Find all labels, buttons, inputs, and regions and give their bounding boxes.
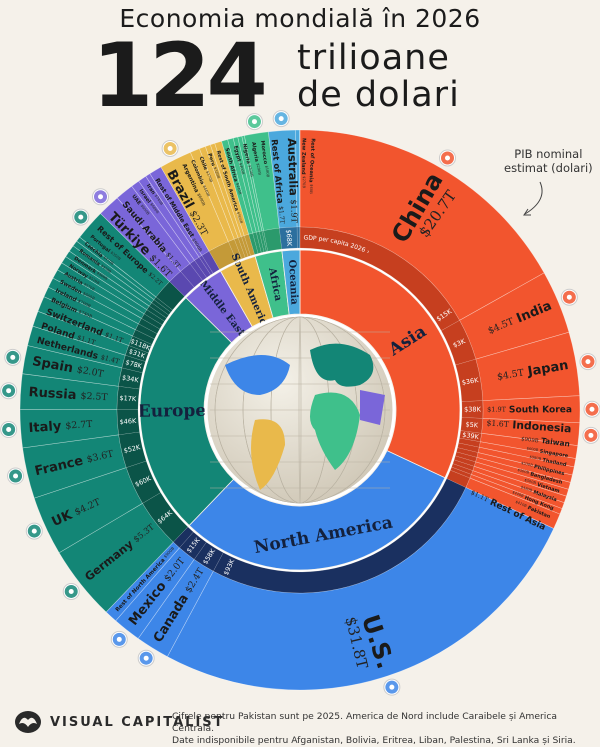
visual-capitalist-logo-icon <box>14 710 42 734</box>
flag-icon <box>384 679 400 695</box>
annotation: PIB nominal estimat (dolari) <box>504 147 593 175</box>
country-value: $2.5T <box>80 390 108 403</box>
country-value: $1.9T <box>289 199 300 223</box>
flag-icon <box>111 631 127 647</box>
continent-label: Europe <box>138 401 207 422</box>
flag-icon <box>246 114 262 130</box>
country-value: $2.7T <box>65 418 93 431</box>
globe-icon <box>206 316 394 504</box>
flag-icon <box>63 583 79 599</box>
flag-icon <box>580 354 596 370</box>
footer: VISUAL CAPITALIST Cifrele pentru Pakista… <box>0 700 600 744</box>
flag-icon <box>26 523 42 539</box>
country-name: New Zealand <box>300 138 307 175</box>
country-name: Russia <box>28 385 77 403</box>
flag-icon <box>138 650 154 666</box>
country-value: $1.6T <box>486 418 510 429</box>
flag-icon <box>561 289 577 305</box>
flag-icon <box>5 349 21 365</box>
flag-icon <box>584 401 600 417</box>
annotation-line1: PIB nominal <box>504 147 593 161</box>
flag-icon <box>273 111 289 127</box>
flag-icon <box>73 209 89 225</box>
per-capita-value: $5K <box>465 420 479 429</box>
footnote-line2: Date indisponibile pentru Afganistan, Bo… <box>172 735 600 747</box>
flag-icon <box>583 427 599 443</box>
country-label: $1.9T South Korea <box>487 405 572 415</box>
country-name: South Korea <box>509 405 572 415</box>
footnote: Cifrele pentru Pakistan sunt pe 2025. Am… <box>172 711 600 747</box>
per-capita-value: $17K <box>119 394 137 403</box>
flag-icon <box>8 468 24 484</box>
flag-icon <box>439 150 455 166</box>
flag-icon <box>93 189 109 205</box>
country-value: $270B <box>302 176 306 188</box>
flag-icon <box>1 383 17 399</box>
per-capita-value: $46K <box>119 417 137 426</box>
country-value: $1.9T <box>487 405 507 413</box>
flag-icon <box>1 422 17 438</box>
per-capita-value: $38K <box>464 406 481 414</box>
country-name: Italy <box>28 418 62 435</box>
flag-icon <box>162 140 178 156</box>
annotation-line2: estimat (dolari) <box>504 161 593 175</box>
country-name: Australia <box>285 138 301 196</box>
per-capita-cell <box>297 227 300 248</box>
country-value: $40B <box>309 184 313 194</box>
per-capita-value: $68K <box>284 229 293 247</box>
footnote-line1: Cifrele pentru Pakistan sunt pe 2025. Am… <box>172 711 600 735</box>
